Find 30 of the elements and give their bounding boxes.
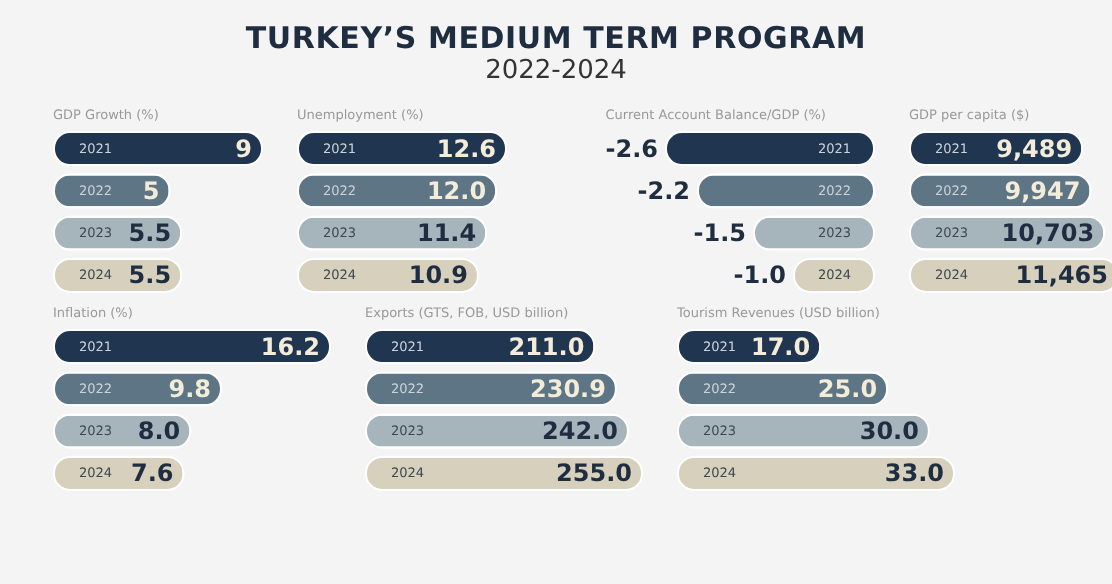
text: 2022-2024 xyxy=(483,56,629,86)
data-label: 17.0 xyxy=(750,332,811,361)
data-label: 7.6 xyxy=(130,459,174,488)
data-label: 9.8 xyxy=(168,374,211,403)
data-label: 230.9 xyxy=(529,374,606,403)
data-label: -2.6 xyxy=(605,134,658,163)
data-label: 12.6 xyxy=(436,134,496,163)
data-label: 12.0 xyxy=(426,176,487,205)
data-label: 5 xyxy=(142,176,160,205)
data-label: -1.5 xyxy=(693,219,746,248)
data-label: -2.2 xyxy=(637,176,690,205)
data-label: 9 xyxy=(235,134,252,163)
data-label: 33.0 xyxy=(884,459,944,488)
data-label: 8.0 xyxy=(137,417,181,446)
data-label: 11,465 xyxy=(1015,261,1108,290)
data-label: 9,489 xyxy=(996,134,1073,163)
data-label: 9,947 xyxy=(1004,176,1081,205)
data-label: 255.0 xyxy=(556,459,632,488)
data-label: 16.2 xyxy=(260,332,320,361)
data-label: 242.0 xyxy=(541,417,618,446)
data-label: -1.0 xyxy=(733,261,786,290)
data-label: 10,703 xyxy=(1001,219,1095,248)
data-label: 5.5 xyxy=(128,261,172,290)
data-label: 11.4 xyxy=(416,219,477,248)
data-label: 25.0 xyxy=(817,374,878,403)
data-label: 10.9 xyxy=(408,261,468,290)
data-label: 30.0 xyxy=(859,417,919,446)
data-label: 5.5 xyxy=(128,219,172,248)
text: TURKEY’S MEDIUM TERM PROGRAM xyxy=(243,20,869,56)
data-label: 211.0 xyxy=(508,332,585,361)
